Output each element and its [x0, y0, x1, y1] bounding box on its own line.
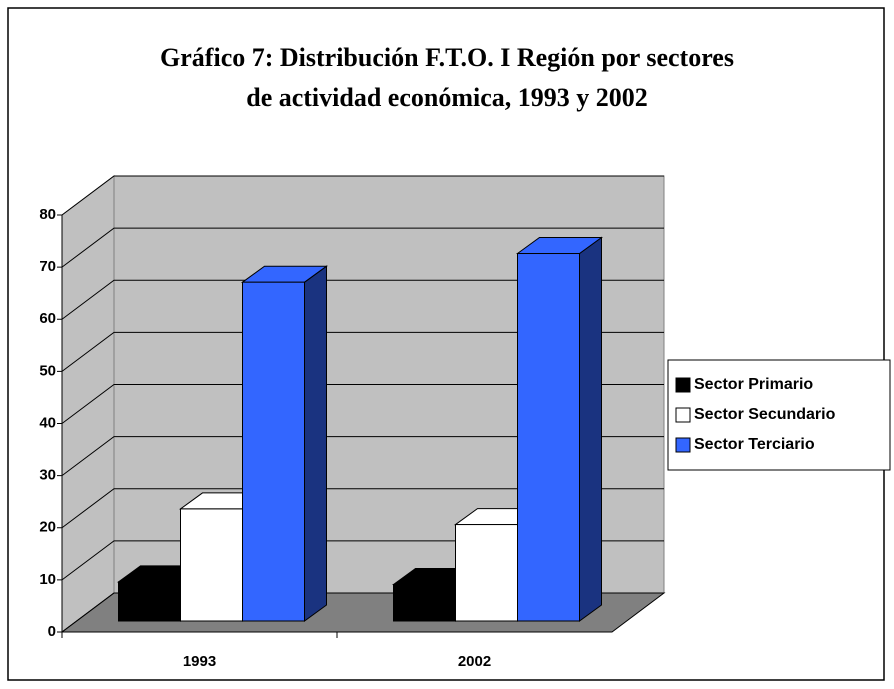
bar [393, 584, 456, 622]
bar [118, 581, 181, 622]
legend-swatch [675, 377, 691, 393]
y-tick-label: 10 [39, 571, 56, 588]
grid-line [61, 175, 664, 216]
legend-swatch [675, 407, 691, 423]
y-tick-label: 20 [39, 519, 56, 536]
bar [180, 508, 243, 622]
legend-label: Sector Secundario [694, 406, 836, 423]
grid-line [61, 279, 664, 320]
legend-box [667, 359, 891, 471]
y-tick-label: 0 [48, 623, 56, 640]
bar [242, 281, 305, 622]
x-tick-label: 2002 [458, 653, 491, 670]
y-tick-label: 30 [39, 467, 56, 484]
y-tick-label: 80 [39, 206, 56, 223]
legend-label: Sector Primario [694, 376, 813, 393]
bar-side [579, 236, 602, 622]
bar [455, 524, 518, 622]
y-tick-label: 60 [39, 310, 56, 327]
legend-label: Sector Terciario [694, 436, 815, 453]
x-tick-label: 1993 [183, 653, 216, 670]
chart-title: Gráfico 7: Distribución F.T.O. I Región … [160, 43, 734, 72]
chart-title: de actividad económica, 1993 y 2002 [246, 83, 648, 112]
y-tick-label: 70 [39, 258, 56, 275]
bar-side [304, 265, 327, 622]
y-tick-label: 50 [39, 362, 56, 379]
legend-swatch [675, 437, 691, 453]
grid-line [61, 384, 664, 424]
bar [517, 253, 580, 622]
grid-line [61, 436, 664, 477]
grid-line [61, 331, 664, 372]
y-tick-label: 40 [39, 414, 56, 431]
grid-line [61, 488, 664, 529]
grid-line [61, 227, 664, 268]
